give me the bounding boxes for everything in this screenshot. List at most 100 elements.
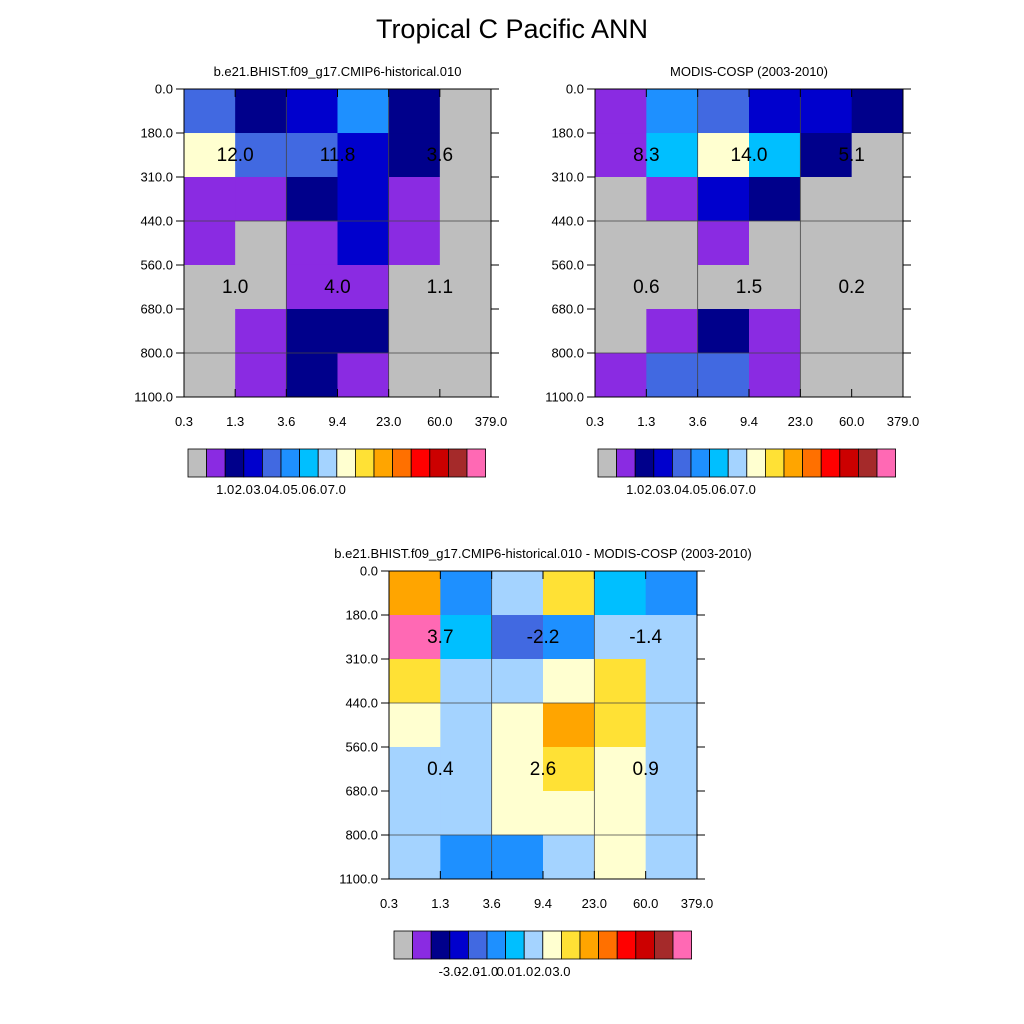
heatmap-cell bbox=[389, 658, 441, 704]
colorbar-swatch bbox=[858, 448, 878, 478]
heatmap-cell bbox=[851, 133, 904, 178]
heatmap-cell bbox=[697, 133, 750, 178]
heatmap-cell bbox=[646, 176, 699, 222]
cell-value-label: -2.0 bbox=[424, 0, 457, 5]
panel-title: MODIS-COSP (2003-2010) bbox=[670, 64, 828, 79]
x-tick-label: 0.3 bbox=[175, 414, 193, 429]
y-tick-label: 310.0 bbox=[140, 169, 173, 184]
heatmap-cell bbox=[286, 176, 338, 222]
y-tick-label: 0.0 bbox=[360, 564, 378, 579]
colorbar-label: 0.0 bbox=[497, 964, 515, 979]
colorbar-swatch bbox=[505, 930, 525, 960]
heatmap-cell bbox=[184, 133, 236, 178]
heatmap-cell bbox=[543, 658, 595, 704]
colorbar-label: 1.0 bbox=[626, 482, 644, 497]
cell-value-label: 3.6 bbox=[427, 145, 453, 166]
x-tick-label: 23.0 bbox=[788, 414, 813, 429]
y-tick-label: 440.0 bbox=[551, 214, 584, 229]
heatmap-cell bbox=[439, 264, 492, 310]
cell-value-label: 14.0 bbox=[731, 145, 768, 166]
x-tick-label: 1.3 bbox=[226, 414, 244, 429]
x-tick-label: 0.3 bbox=[586, 414, 604, 429]
heatmap-cell bbox=[440, 746, 493, 792]
heatmap-cell bbox=[184, 89, 236, 134]
heatmap-cell bbox=[697, 352, 750, 398]
cell-value-label: -2.2 bbox=[527, 627, 560, 648]
colorbar-label: 1.0 bbox=[216, 482, 234, 497]
heatmap-cell bbox=[543, 834, 595, 880]
heatmap-cell bbox=[594, 658, 647, 704]
heatmap-cell bbox=[749, 264, 801, 310]
heatmap-cell bbox=[851, 221, 904, 266]
colorbar-swatch bbox=[579, 930, 600, 960]
heatmap-cell bbox=[388, 89, 441, 134]
heatmap-cell bbox=[594, 834, 647, 880]
colorbar-swatch bbox=[616, 448, 636, 478]
cell-value-label: -1.4 bbox=[629, 627, 662, 648]
heatmap-cell bbox=[286, 133, 338, 178]
y-tick-label: 1100.0 bbox=[545, 390, 584, 405]
heatmap-cell bbox=[440, 703, 493, 748]
heatmap-cell bbox=[235, 133, 287, 178]
cell-value-label: 2.6 bbox=[530, 759, 556, 780]
heatmap-cell bbox=[645, 746, 698, 792]
heatmap-cell bbox=[440, 615, 493, 660]
heatmap-cell bbox=[543, 615, 595, 660]
heatmap-cell bbox=[388, 221, 441, 266]
heatmap-cell bbox=[440, 571, 493, 616]
heatmap-cell bbox=[439, 309, 492, 354]
y-tick-label: 1100.0 bbox=[134, 390, 173, 405]
colorbar: 1.0 2.0 3.0 4.0 5.0 6.0 7.0 bbox=[597, 448, 897, 497]
colorbar-label: 3.0 bbox=[552, 964, 570, 979]
heatmap-cell bbox=[594, 746, 647, 792]
heatmap-cell bbox=[645, 615, 698, 660]
x-tick-label: 3.6 bbox=[277, 414, 295, 429]
y-tick-label: 0.0 bbox=[566, 82, 584, 97]
cell-value-label: 0.6 bbox=[633, 277, 659, 298]
cell-value-label: 0.2 bbox=[632, 0, 658, 5]
colorbar-swatch bbox=[447, 448, 468, 478]
heatmap-cell bbox=[491, 615, 544, 660]
colorbar-swatch bbox=[317, 448, 338, 478]
heatmap-cell bbox=[388, 133, 441, 178]
x-tick-label: 60.0 bbox=[839, 414, 864, 429]
heatmap-cell bbox=[851, 89, 904, 134]
y-tick-label: 310.0 bbox=[551, 169, 584, 184]
colorbar-swatch bbox=[430, 930, 451, 960]
heatmap-cell bbox=[337, 133, 390, 178]
colorbar-swatch bbox=[635, 930, 655, 960]
heatmap-cell bbox=[286, 89, 338, 134]
heatmap-cell bbox=[749, 89, 801, 134]
heatmap-cell bbox=[697, 221, 750, 266]
colorbar-label: 7.0 bbox=[738, 482, 756, 497]
y-tick-label: 800.0 bbox=[551, 345, 584, 360]
heatmap-cell bbox=[646, 264, 699, 310]
y-tick-label: 680.0 bbox=[551, 302, 584, 317]
heatmap-cell bbox=[491, 571, 544, 616]
heatmap-cell bbox=[851, 264, 904, 310]
colorbar-swatch bbox=[802, 448, 822, 478]
heatmap-cell bbox=[697, 89, 750, 134]
heatmap-cell bbox=[543, 571, 595, 616]
colorbar-label: 6.0 bbox=[309, 482, 327, 497]
colorbar-swatch bbox=[466, 448, 487, 478]
heatmap-cell bbox=[595, 89, 647, 134]
x-tick-label: 379.0 bbox=[475, 414, 508, 429]
y-tick-label: 180.0 bbox=[140, 126, 173, 141]
heatmap-cell bbox=[389, 834, 441, 880]
heatmap-cell bbox=[800, 221, 853, 266]
y-tick-label: 680.0 bbox=[140, 302, 173, 317]
x-tick-label: 23.0 bbox=[582, 896, 607, 911]
heatmap-cell bbox=[389, 746, 441, 792]
heatmap-cell bbox=[645, 571, 698, 616]
x-tick-label: 9.4 bbox=[534, 896, 552, 911]
cell-value-label: -0.5 bbox=[527, 0, 560, 5]
colorbar-swatch bbox=[672, 448, 692, 478]
y-tick-label: 680.0 bbox=[345, 784, 378, 799]
heatmap-cell bbox=[697, 309, 750, 354]
colorbar-swatch bbox=[542, 930, 562, 960]
x-tick-label: 1.3 bbox=[431, 896, 449, 911]
x-tick-label: 3.6 bbox=[689, 414, 707, 429]
heatmap-cell bbox=[851, 309, 904, 354]
heatmap-cell bbox=[439, 221, 492, 266]
